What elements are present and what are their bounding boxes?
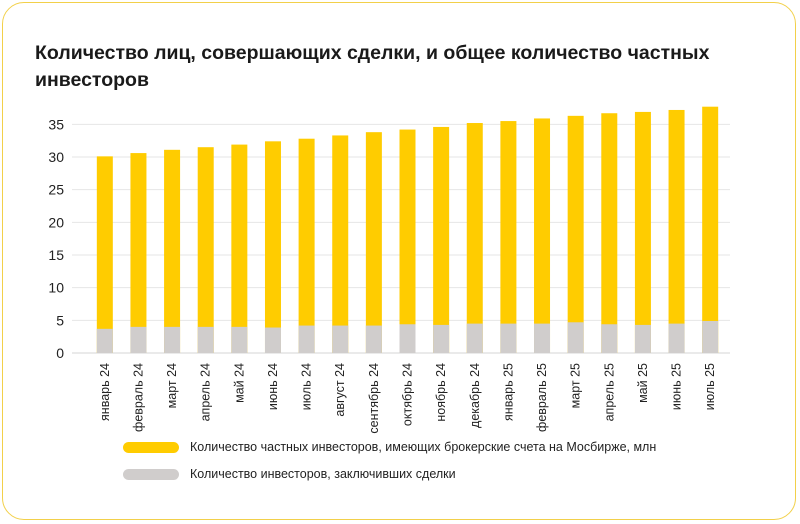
chart-title: Количество лиц, совершающих сделки, и об… [35, 42, 710, 91]
legend-label-total: Количество частных инвесторов, имеющих б… [190, 440, 657, 454]
bar-active [500, 323, 517, 353]
bar-active [601, 324, 618, 353]
x-tick-label: сентябрь 24 [367, 363, 381, 434]
x-tick-label: июль 24 [300, 363, 314, 410]
legend-item-active: Количество инвесторов, заключивших сделк… [123, 467, 456, 481]
bar-active [399, 324, 416, 353]
bar-active [298, 325, 315, 353]
bar-active [567, 322, 584, 353]
bar-total [601, 113, 618, 353]
y-tick-label: 20 [48, 214, 64, 230]
bar-active [264, 327, 281, 353]
bar-total [365, 132, 382, 353]
bar-active [332, 325, 349, 353]
bar-total [567, 115, 584, 353]
bar-total [332, 135, 349, 353]
bar-total [130, 153, 147, 353]
y-tick-label: 25 [48, 182, 64, 198]
bar-active [365, 325, 382, 353]
x-tick-label: май 24 [232, 363, 246, 403]
y-tick-label: 30 [48, 149, 64, 165]
y-tick-label: 15 [48, 247, 64, 263]
bar-total [534, 118, 551, 353]
y-tick-label: 35 [48, 116, 64, 132]
bar-active [197, 326, 214, 353]
legend-swatch-total [123, 441, 179, 453]
x-tick-label: март 25 [569, 363, 583, 408]
x-tick-label: июнь 24 [266, 363, 280, 410]
x-tick-label: ноябрь 24 [434, 363, 448, 422]
x-tick-label: январь 25 [501, 363, 515, 421]
bar-total [702, 106, 719, 354]
bar-total [466, 123, 483, 353]
bar-total [634, 111, 651, 353]
bar-active [668, 323, 685, 353]
bar-active [130, 326, 147, 353]
bar-total [500, 121, 517, 353]
x-tick-label: август 24 [333, 363, 347, 417]
x-tick-label: январь 24 [98, 363, 112, 421]
x-tick-label: апрель 24 [199, 363, 213, 421]
legend-swatch-active [123, 468, 179, 480]
bar-active [231, 326, 248, 353]
bar-total [231, 144, 248, 353]
bar-active [164, 326, 181, 353]
x-tick-label: февраль 25 [535, 363, 549, 432]
bar-active [96, 328, 113, 353]
x-tick-label: май 25 [636, 363, 650, 403]
bar-active [702, 320, 719, 353]
bar-active [466, 323, 483, 353]
bar-total [399, 129, 416, 353]
bar-total [433, 126, 450, 354]
bar-active [634, 324, 651, 353]
x-tick-label: июль 25 [703, 363, 717, 410]
bar-active [534, 323, 551, 353]
bar-total [197, 147, 214, 353]
bar-total [164, 149, 181, 353]
x-tick-label: апрель 25 [602, 363, 616, 421]
bar-total [668, 109, 685, 354]
legend-item-total: Количество частных инвесторов, имеющих б… [123, 440, 656, 454]
bar-total [96, 156, 113, 353]
bar-total [264, 141, 281, 353]
legend-label-active: Количество инвесторов, заключивших сделк… [190, 467, 456, 481]
x-tick-label: октябрь 24 [401, 363, 415, 426]
y-tick-label: 0 [56, 345, 64, 361]
x-tick-label: февраль 24 [131, 363, 145, 432]
bar-active [433, 324, 450, 353]
bar-total [298, 138, 315, 353]
x-tick-label: декабрь 24 [468, 363, 482, 428]
x-tick-label: март 24 [165, 363, 179, 408]
y-tick-label: 10 [48, 280, 64, 296]
x-tick-label: июнь 25 [670, 363, 684, 410]
y-tick-label: 5 [56, 312, 64, 328]
